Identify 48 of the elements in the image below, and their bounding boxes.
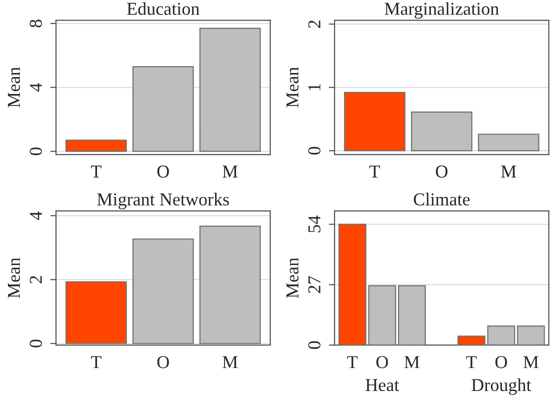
x-tick-label: T	[90, 356, 102, 368]
text: Heat	[366, 379, 400, 392]
bar	[410, 112, 472, 152]
bar	[132, 238, 194, 344]
bar	[517, 326, 545, 346]
y-tick-label: 54	[308, 216, 320, 232]
text: Drought	[472, 378, 532, 395]
y-tick-label: 0	[308, 341, 320, 349]
bar	[132, 66, 194, 152]
x-tick-label: O	[436, 166, 448, 178]
y-tick-label: 8	[30, 20, 42, 28]
y-axis-title: Mean	[8, 67, 20, 108]
bar	[344, 92, 406, 152]
x-tick-label: O	[376, 356, 388, 368]
bar	[65, 140, 127, 152]
chart-title: Education	[127, 2, 200, 15]
chart-title: Migrant Networks	[97, 192, 229, 210]
y-tick-label: 4	[30, 211, 42, 220]
y-axis-title: Mean	[8, 258, 20, 298]
chart-title: Climate	[414, 192, 470, 206]
x-tick-label: T	[466, 356, 477, 368]
x-tick-label: O	[157, 166, 169, 178]
bar	[199, 226, 261, 344]
y-tick-label: 27	[308, 276, 320, 293]
x-tick-label: M	[523, 356, 538, 368]
y-axis-title: Mean	[286, 258, 299, 298]
y-tick-label: 0	[30, 340, 42, 348]
x-tick-label: T	[90, 166, 102, 178]
bar	[199, 28, 261, 152]
y-tick-label: 0	[308, 146, 320, 155]
bar	[478, 134, 540, 152]
x-tick-label: M	[501, 166, 516, 178]
y-tick-label: 2	[30, 276, 42, 284]
x-tick-label: M	[222, 166, 238, 178]
y-tick-label: 2	[308, 20, 320, 28]
x-tick-label: O	[495, 356, 507, 368]
x-tick-label: O	[157, 356, 169, 368]
y-tick-label: 1	[308, 84, 320, 90]
y-axis-title: Mean	[286, 67, 299, 108]
bar	[398, 285, 426, 346]
chart-title: Marginalization	[384, 2, 499, 19]
x-tick-label: M	[404, 356, 420, 368]
x-tick-label: M	[222, 356, 238, 368]
y-tick-label: 0	[30, 147, 42, 156]
x-tick-label: T	[347, 356, 358, 368]
bar	[65, 281, 127, 344]
x-tick-label: T	[370, 166, 380, 178]
y-tick-label: 4	[30, 83, 42, 92]
